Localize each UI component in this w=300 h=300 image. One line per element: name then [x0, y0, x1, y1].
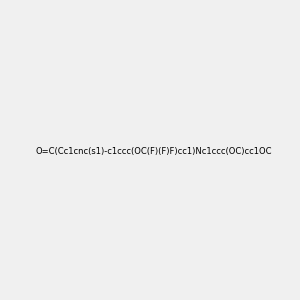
Text: O=C(Cc1cnc(s1)-c1ccc(OC(F)(F)F)cc1)Nc1ccc(OC)cc1OC: O=C(Cc1cnc(s1)-c1ccc(OC(F)(F)F)cc1)Nc1cc… [35, 147, 272, 156]
